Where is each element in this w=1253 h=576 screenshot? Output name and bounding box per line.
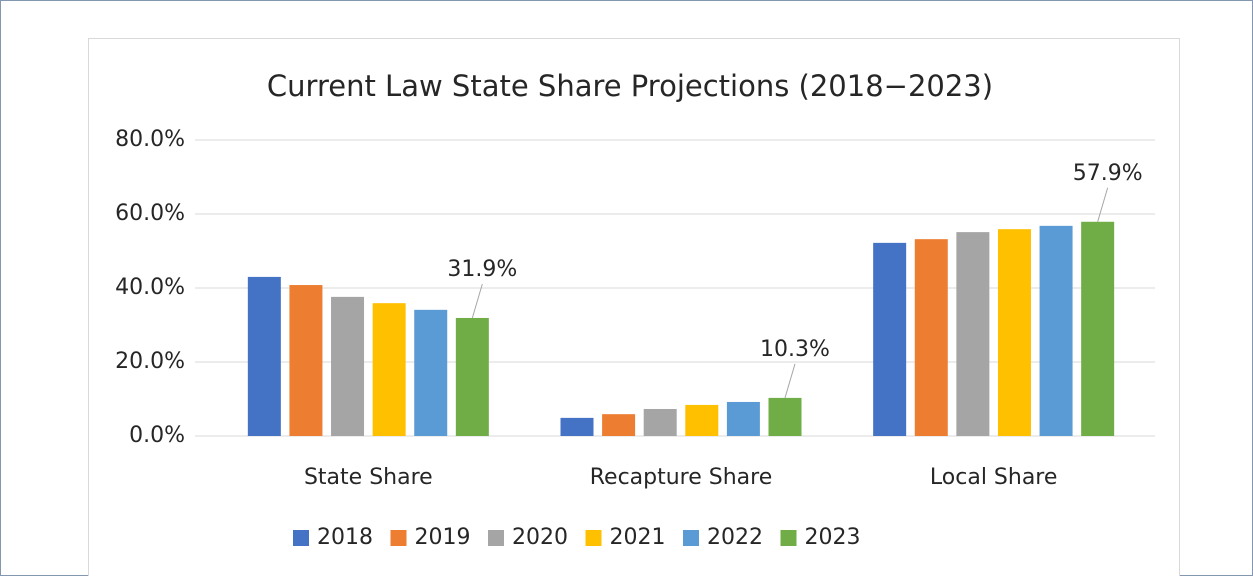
y-tick-label: 20.0% [115, 349, 185, 374]
data-label: 31.9% [447, 257, 517, 282]
data-label: 10.3% [760, 337, 830, 362]
bar [372, 303, 406, 436]
bar [726, 401, 760, 436]
bar [1039, 225, 1073, 436]
bar [643, 408, 677, 436]
bar [768, 397, 802, 436]
x-tick-label: Local Share [930, 465, 1058, 490]
legend-swatch [488, 530, 504, 546]
bar [414, 309, 448, 436]
legend-swatch [683, 530, 699, 546]
bar [956, 232, 990, 436]
bar [685, 404, 719, 436]
leader-line [1097, 187, 1109, 222]
legend-label: 2018 [317, 525, 373, 550]
legend-label: 2023 [805, 525, 861, 550]
legend-label: 2020 [512, 525, 568, 550]
x-tick-label: State Share [304, 465, 433, 490]
bar [873, 242, 907, 436]
bar [331, 296, 365, 436]
bar [560, 417, 594, 436]
data-label: 57.9% [1073, 161, 1143, 186]
y-tick-label: 80.0% [115, 127, 185, 152]
bar [455, 317, 489, 436]
leader-line [784, 363, 796, 399]
bar [914, 239, 948, 436]
legend-swatch [780, 530, 797, 546]
x-tick-label: Recapture Share [590, 465, 773, 490]
bar [997, 229, 1031, 436]
y-tick-label: 60.0% [115, 201, 185, 226]
bar [602, 414, 636, 436]
bar [1081, 221, 1115, 436]
legend-label: 2019 [415, 525, 471, 550]
legend-label: 2022 [707, 525, 763, 550]
chart-title: Current Law State Share Projections (201… [267, 69, 993, 103]
bar [247, 276, 281, 436]
legend-swatch [390, 530, 407, 546]
legend-swatch [585, 530, 602, 546]
legend-label: 2021 [610, 525, 666, 550]
bar [289, 285, 323, 436]
y-tick-label: 0.0% [129, 423, 185, 448]
y-tick-label: 40.0% [115, 275, 185, 300]
leader-line [471, 283, 483, 319]
legend-swatch [293, 530, 309, 546]
